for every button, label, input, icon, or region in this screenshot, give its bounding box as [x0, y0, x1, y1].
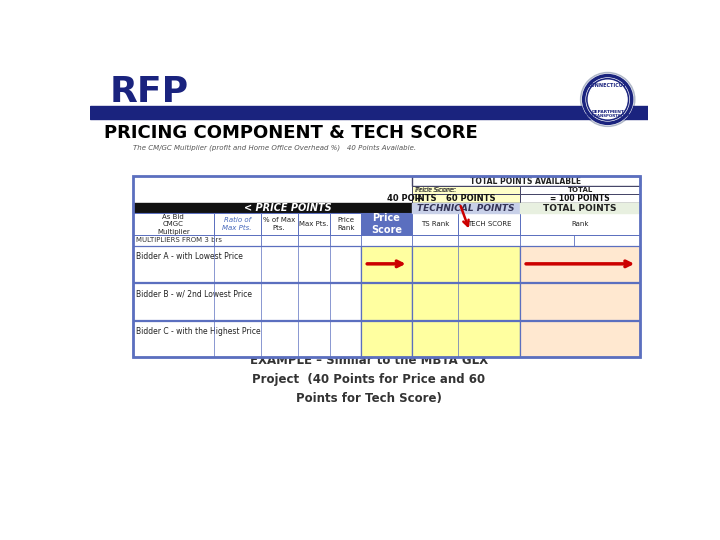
Text: TECH SCORE: TECH SCORE [467, 221, 511, 227]
Text: Rank: Rank [572, 221, 589, 227]
Bar [361, 213, 412, 235]
Bar [412, 321, 520, 357]
Circle shape [588, 80, 627, 119]
Bar [520, 194, 640, 204]
Text: Max Pts.: Max Pts. [300, 221, 328, 227]
Bar [520, 204, 640, 213]
Bar [412, 194, 520, 204]
Bar [458, 213, 520, 235]
Text: TECHNICAL POINTS: TECHNICAL POINTS [417, 204, 515, 213]
Bar [412, 186, 520, 194]
Bar [132, 213, 640, 235]
Text: TOTAL POINTS: TOTAL POINTS [544, 204, 617, 213]
Bar [520, 321, 640, 357]
Text: TOTAL: TOTAL [567, 187, 593, 193]
Bar [412, 204, 520, 213]
Bar [520, 213, 640, 235]
Bar [520, 246, 640, 282]
Text: CONNECTICUT: CONNECTICUT [588, 83, 627, 88]
Bar [412, 213, 458, 235]
Text: OF TRANSPORTATION: OF TRANSPORTATION [584, 113, 631, 118]
Bar [297, 213, 330, 235]
Bar [261, 213, 297, 235]
Bar [132, 321, 361, 357]
Text: Price
Rank: Price Rank [337, 218, 354, 231]
Text: TOTAL POINTS AVAILABLE: TOTAL POINTS AVAILABLE [470, 177, 582, 186]
Text: % of Max
Pts.: % of Max Pts. [263, 218, 295, 231]
Bar [132, 213, 214, 235]
Bar [214, 213, 261, 235]
Text: DEPARTMENT: DEPARTMENT [591, 110, 624, 114]
Text: RFP: RFP [109, 75, 189, 109]
Bar [361, 284, 412, 320]
Text: Bidder C - with the Highest Price: Bidder C - with the Highest Price [137, 327, 261, 336]
Text: 40 POINTS: 40 POINTS [387, 194, 436, 203]
Text: EXAMPLE – Similar to the MBTA GLX
Project  (40 Points for Price and 60
Points fo: EXAMPLE – Similar to the MBTA GLX Projec… [250, 354, 488, 404]
Circle shape [587, 79, 629, 120]
Text: Price
Score: Price Score [371, 213, 402, 235]
Bar [520, 186, 640, 194]
Text: 60 POINTS: 60 POINTS [446, 194, 495, 203]
Circle shape [580, 72, 635, 126]
Text: +: + [415, 194, 423, 204]
Text: Bidder B - w/ 2nd Lowest Price: Bidder B - w/ 2nd Lowest Price [137, 289, 253, 299]
Bar [412, 246, 520, 282]
Bar [412, 177, 640, 186]
Bar [361, 321, 412, 357]
Bar [132, 284, 361, 320]
Bar [520, 284, 640, 320]
Bar [132, 246, 361, 282]
Bar [330, 213, 361, 235]
Bar [132, 204, 640, 213]
Text: PRICING COMPONENT & TECH SCORE: PRICING COMPONENT & TECH SCORE [104, 124, 477, 141]
Text: Price Score:: Price Score: [415, 187, 456, 193]
Text: Ratio of
Max Pts.: Ratio of Max Pts. [222, 218, 252, 231]
Bar [361, 246, 412, 282]
Text: Bidder A - with Lowest Price: Bidder A - with Lowest Price [137, 252, 243, 261]
Text: Tech Score:: Tech Score: [415, 187, 455, 193]
Text: As Bid
CMGC
Multiplier: As Bid CMGC Multiplier [157, 214, 189, 235]
Circle shape [582, 74, 634, 125]
Text: MULTIPLIERS FROM 3 brs: MULTIPLIERS FROM 3 brs [137, 238, 222, 244]
Text: = 100 POINTS: = 100 POINTS [550, 194, 610, 203]
Bar [132, 235, 640, 246]
Text: < PRICE POINTS: < PRICE POINTS [244, 204, 331, 213]
Text: The CM/GC Multiplier (profit and Home Office Overhead %)   40 Points Available.: The CM/GC Multiplier (profit and Home Of… [132, 145, 415, 151]
Bar [412, 284, 520, 320]
Bar [132, 177, 640, 357]
Bar [90, 106, 648, 119]
Text: TS Rank: TS Rank [420, 221, 449, 227]
